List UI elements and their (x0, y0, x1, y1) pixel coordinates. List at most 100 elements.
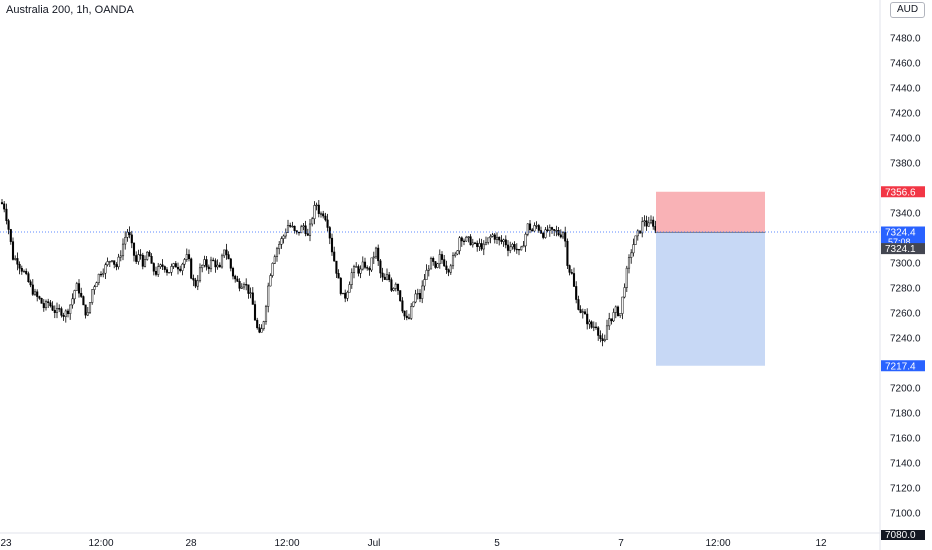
candle-up (544, 229, 547, 238)
time-axis[interactable]: 23 12:00 28 12:00 Jul 5 7 12:00 12 (0, 532, 880, 549)
candle-up (220, 255, 224, 268)
candle-up (372, 256, 375, 259)
candle-up (346, 291, 349, 299)
candle-down (652, 219, 655, 227)
candle-up (630, 252, 633, 258)
candle-up (71, 298, 74, 306)
candle-down (597, 327, 600, 336)
candles-layer (0, 198, 657, 347)
candle-up (471, 242, 474, 246)
candle-up (482, 243, 485, 250)
candle-down (377, 247, 380, 262)
candle-up (291, 225, 294, 228)
y-tick-label: 7420.0 (890, 109, 921, 120)
candle-down (443, 259, 446, 267)
candle-up (581, 311, 584, 313)
price-axis[interactable]: 7500.07480.07460.07440.07420.07400.07380… (879, 0, 921, 550)
candle-up (643, 220, 646, 223)
candle-up (168, 272, 171, 274)
candle-up (315, 204, 318, 207)
candle-down (234, 275, 237, 280)
y-tick-label: 7100.0 (890, 509, 921, 520)
candle-down (51, 305, 54, 311)
candle-up (104, 264, 107, 274)
candle-down (572, 273, 576, 287)
candle-down (77, 283, 81, 294)
candle-down (396, 283, 400, 291)
candle-up (484, 242, 488, 245)
candle-down (550, 227, 554, 230)
candle-up (311, 218, 314, 225)
candle-down (225, 249, 228, 255)
candle-up (421, 285, 424, 299)
candle-up (203, 259, 206, 266)
short-position-tool[interactable] (0, 191, 880, 366)
y-tick-label: 7200.0 (890, 384, 921, 395)
candle-down (36, 291, 39, 297)
candle-up (121, 243, 125, 257)
candle-up (44, 301, 48, 309)
candle-down (599, 335, 602, 339)
currency-button[interactable]: AUD (890, 2, 925, 18)
candle-up (22, 270, 26, 273)
current-price-label-bg (881, 226, 925, 247)
current-price-label: 7324.4 (885, 228, 916, 239)
candle-up (520, 246, 523, 251)
candle-down (337, 273, 340, 279)
candle-up (284, 232, 287, 237)
candle-up (240, 286, 243, 289)
candle-up (352, 266, 356, 274)
candle-down (190, 258, 193, 279)
candle-down (295, 230, 298, 233)
candle-up (533, 225, 536, 232)
candle-down (179, 268, 182, 271)
candle-up (185, 254, 188, 260)
y-tick-label: 7460.0 (890, 59, 921, 70)
candle-up (55, 308, 59, 313)
candle-down (11, 241, 15, 260)
candle-down (357, 266, 360, 274)
candle-up (117, 256, 120, 268)
current-price-label-countdown: 57:08 (888, 237, 911, 247)
candle-up (465, 236, 468, 242)
candle-down (381, 272, 384, 278)
x-tick-label: 12 (815, 538, 827, 549)
take-profit-zone[interactable] (656, 232, 765, 366)
candle-down (531, 229, 534, 232)
candle-down (590, 321, 593, 328)
candle-up (183, 259, 186, 265)
stop-loss-zone[interactable] (656, 191, 765, 233)
candle-up (649, 219, 653, 224)
candle-up (73, 290, 76, 300)
candle-up (495, 236, 499, 240)
candle-up (634, 235, 637, 245)
candle-down (553, 229, 556, 231)
y-tick-label: 7380.0 (890, 159, 921, 170)
candle-up (449, 265, 452, 273)
candle-down (245, 284, 248, 286)
candle-up (487, 237, 490, 243)
candle-down (3, 203, 6, 210)
candle-down (80, 292, 83, 297)
candle-down (29, 281, 32, 286)
candle-up (88, 302, 92, 313)
candle-down (498, 236, 501, 241)
candle-up (69, 304, 72, 314)
candle-down (445, 265, 448, 270)
stop-price-label: 7356.6 (885, 187, 916, 198)
x-tick-label: 12:00 (88, 538, 113, 549)
candle-up (592, 326, 595, 328)
candle-up (535, 225, 538, 227)
candle-down (42, 303, 45, 309)
candle-up (95, 282, 98, 288)
candle-down (306, 233, 309, 236)
candle-down (7, 220, 10, 230)
y-tick-label: 7240.0 (890, 334, 921, 345)
candle-down (557, 230, 560, 236)
candle-up (124, 237, 127, 245)
target-price-label-bg (881, 360, 925, 372)
candle-down (229, 258, 232, 269)
candle-down (586, 313, 589, 325)
